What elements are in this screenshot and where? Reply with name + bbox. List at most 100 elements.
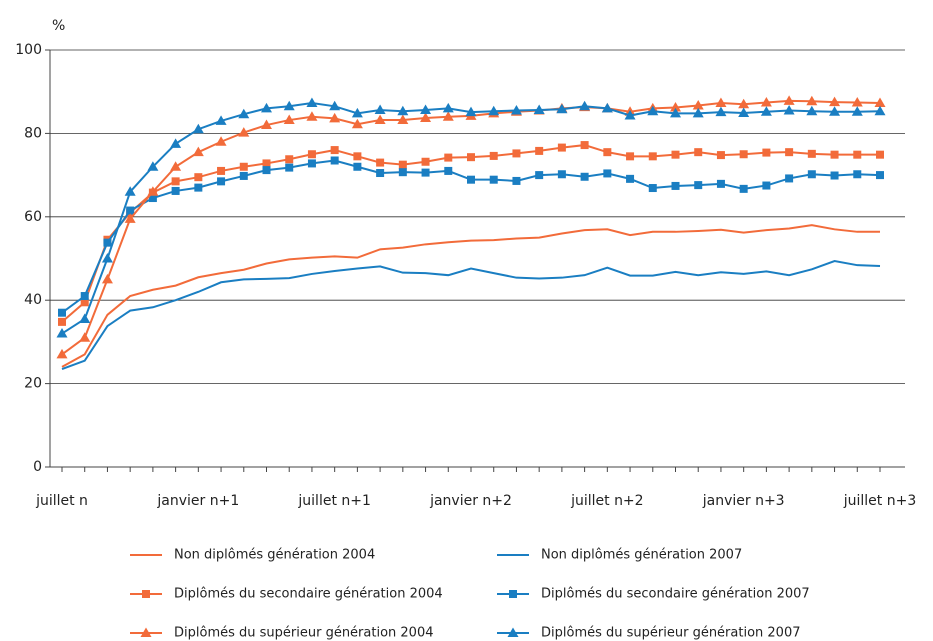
legend-label: Diplômés du supérieur génération 2004 [174, 626, 433, 641]
point [56, 328, 68, 338]
point [670, 102, 681, 112]
point [192, 123, 204, 134]
point [238, 127, 250, 137]
point [694, 181, 703, 190]
point [785, 148, 794, 157]
point [624, 109, 636, 120]
point [148, 194, 157, 203]
point [738, 98, 750, 109]
point [580, 172, 589, 181]
point [126, 206, 135, 215]
point [170, 138, 182, 148]
point [80, 298, 89, 307]
point [648, 184, 657, 193]
point [806, 95, 818, 106]
point [557, 143, 566, 152]
point [512, 176, 521, 185]
point [306, 97, 318, 107]
point [58, 308, 66, 317]
point [239, 162, 248, 171]
y-tick-label: 40 [24, 292, 42, 308]
y-tick-label: 60 [24, 209, 42, 225]
point [876, 171, 884, 180]
point [715, 106, 727, 117]
point [101, 253, 113, 263]
point [603, 148, 612, 157]
point [147, 161, 159, 171]
point [217, 166, 226, 175]
point [671, 150, 680, 159]
point [283, 114, 295, 125]
point [807, 149, 816, 158]
point [124, 213, 136, 223]
point [692, 107, 704, 118]
series-line [61, 224, 880, 368]
point [261, 119, 272, 130]
point [829, 96, 841, 107]
point [397, 105, 409, 116]
point [580, 141, 589, 150]
point [285, 155, 294, 164]
point [353, 152, 362, 161]
legend-marker [142, 590, 150, 598]
point [170, 161, 182, 171]
series-line [61, 144, 880, 323]
point [739, 150, 748, 159]
point [715, 97, 727, 107]
point [56, 348, 68, 359]
point [874, 97, 886, 107]
point [444, 153, 453, 162]
legend-label: Diplômés du secondaire génération 2004 [174, 587, 443, 602]
point [353, 162, 362, 171]
point [739, 184, 748, 193]
point [351, 118, 363, 129]
point [716, 151, 725, 160]
point [215, 115, 227, 125]
series-line [61, 259, 881, 370]
point [351, 107, 363, 118]
point [171, 177, 180, 186]
point [488, 105, 500, 116]
point [80, 292, 89, 301]
point [58, 317, 66, 326]
point [874, 105, 886, 116]
x-tick-label: juillet n [35, 493, 88, 509]
point [510, 104, 522, 115]
point [851, 97, 863, 107]
point [376, 169, 385, 178]
point [398, 168, 407, 177]
point [512, 149, 521, 158]
point [374, 104, 386, 115]
point [444, 166, 453, 175]
point [465, 106, 477, 117]
y-tick-label: 0 [33, 459, 42, 475]
point [79, 313, 91, 323]
point [579, 100, 591, 111]
point [330, 156, 339, 165]
point [261, 102, 272, 113]
point [442, 111, 454, 121]
y-tick-label: 20 [24, 376, 42, 392]
point [760, 106, 772, 116]
point [670, 107, 681, 118]
x-tick-label: juillet n+3 [843, 493, 917, 509]
point [760, 97, 772, 107]
point [626, 152, 635, 161]
point [853, 150, 862, 159]
point [217, 177, 226, 186]
point [192, 146, 204, 157]
point [557, 170, 566, 179]
point [716, 179, 725, 188]
point [421, 157, 430, 166]
point [147, 186, 159, 196]
point [79, 332, 91, 342]
legend-marker [140, 627, 152, 637]
point [489, 175, 498, 184]
point [489, 151, 498, 160]
point [647, 105, 659, 116]
legend-marker [507, 627, 519, 637]
point [762, 181, 771, 190]
point [307, 159, 316, 168]
point [215, 136, 227, 146]
